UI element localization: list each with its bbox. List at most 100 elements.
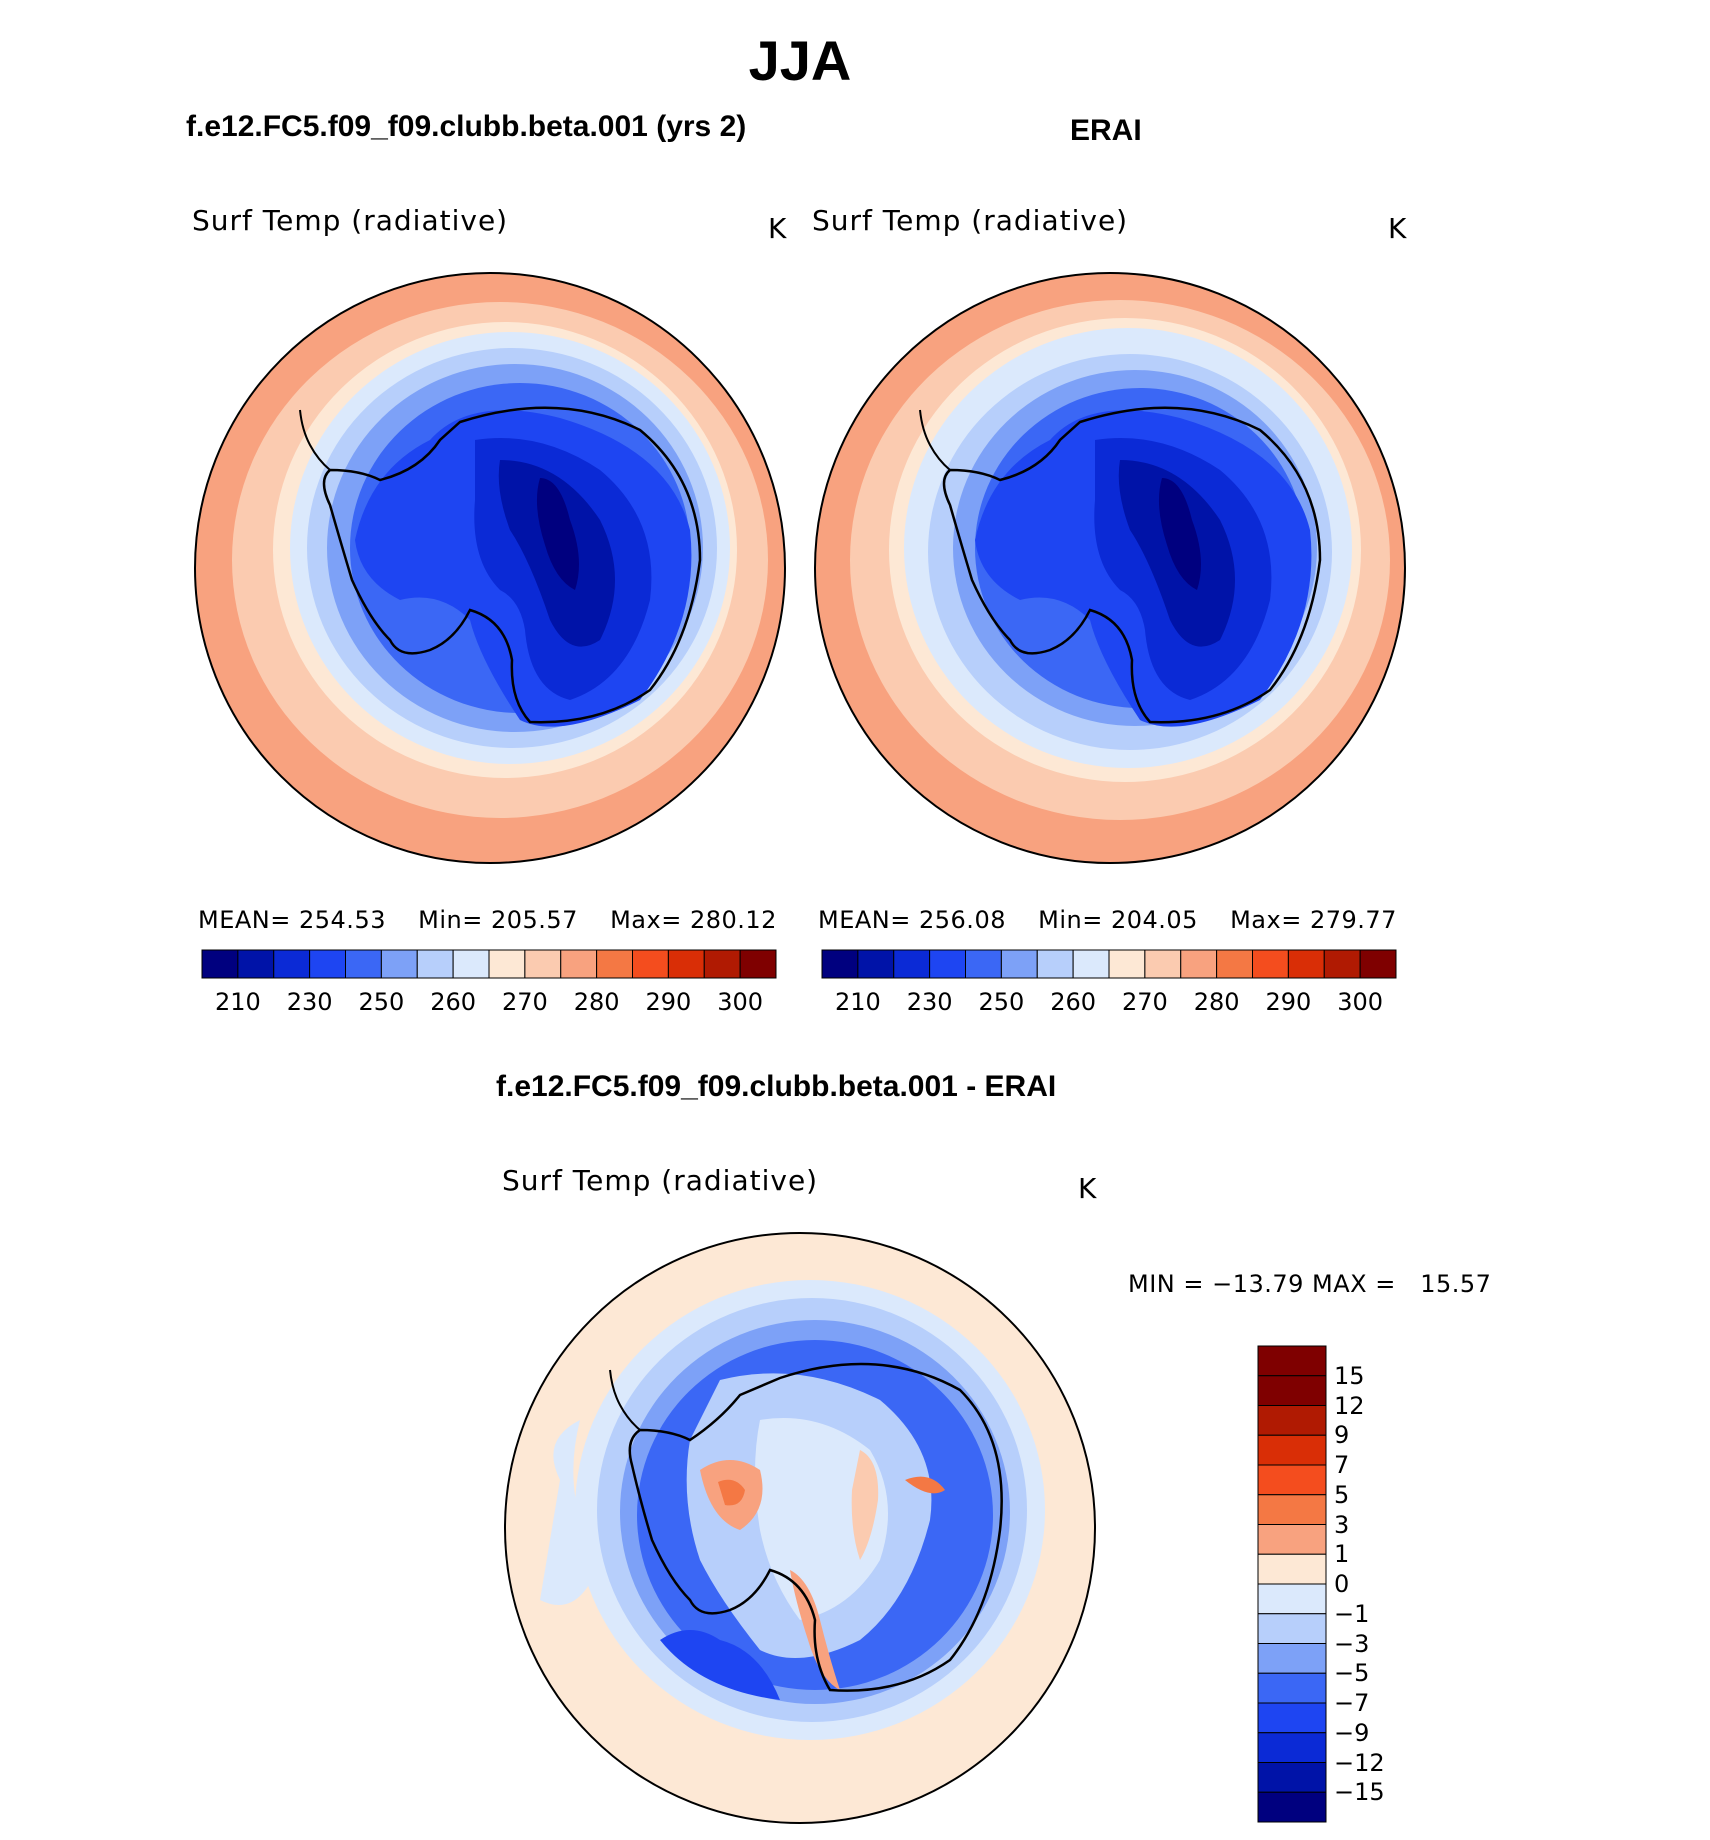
difference-colorbar-swatch xyxy=(1257,1553,1327,1585)
difference-colorbar-swatch xyxy=(1257,1732,1327,1763)
figure-title: JJA xyxy=(748,29,852,92)
panel-2-colorbar-swatch xyxy=(1287,949,1325,979)
panel-2-title: ERAI xyxy=(1070,114,1142,147)
panel-1-min-value: 205.57 xyxy=(490,906,578,934)
panel-1-colorbar-swatch xyxy=(416,949,454,979)
panel-1-title: f.e12.FC5.f09_f09.clubb.beta.001 (yrs 2) xyxy=(186,110,747,143)
panel-2-colorbar-swatch xyxy=(893,949,931,979)
panel-1-colorbar-swatch xyxy=(632,949,669,979)
panel-2-min-label: Min= xyxy=(1038,906,1103,934)
panel-2-colorbar-tick-label: 230 xyxy=(906,988,953,1016)
panel-2-colorbar-swatch xyxy=(1144,949,1182,979)
panel-3-field-negative xyxy=(660,1630,780,1700)
panel-1-colorbar-swatch xyxy=(560,949,598,979)
panel-2-field-minimum xyxy=(1158,478,1201,590)
difference-colorbar-tick-label: 15 xyxy=(1334,1361,1365,1390)
difference-colorbar-tick-label: 5 xyxy=(1334,1480,1350,1509)
panel-3-map xyxy=(505,1233,1095,1823)
difference-colorbar-swatch xyxy=(1257,1672,1327,1704)
panel-3-field-positive-core xyxy=(718,1479,745,1506)
panel-2-stats: MEAN= 256.08 Min= 204.05 Max= 279.77 xyxy=(818,906,1397,934)
difference-colorbar-tick-label: −3 xyxy=(1334,1629,1370,1658)
difference-colorbar-swatch xyxy=(1257,1375,1327,1406)
panel-2-peninsula xyxy=(919,409,951,471)
difference-colorbar-swatch xyxy=(1257,1494,1327,1525)
panel-1-colorbar-swatch xyxy=(273,949,311,979)
panel-2-colorbar-swatch xyxy=(1180,949,1218,979)
panel-1-colorbar-swatch xyxy=(703,949,741,979)
panel-2-map xyxy=(815,273,1405,863)
panel-2-colorbar-tick-label: 210 xyxy=(834,988,881,1016)
panel-1-units-label: K xyxy=(768,212,788,245)
panel-2-mean-label: MEAN= xyxy=(818,906,911,934)
difference-colorbar-tick-label: −5 xyxy=(1334,1659,1370,1688)
panel-2-colorbar-swatch xyxy=(821,949,859,979)
panel-1-colorbar-tick-label: 270 xyxy=(501,988,548,1016)
panel-1-colorbar-swatch xyxy=(739,949,777,979)
panel-3-field-positive xyxy=(851,1450,879,1560)
panel-1-colorbar-tick-label: 300 xyxy=(717,988,764,1016)
difference-colorbar-tick-label: 1 xyxy=(1334,1540,1350,1569)
panel-2-max-value: 279.77 xyxy=(1309,906,1397,934)
panel-2-colorbar-tick-label: 250 xyxy=(978,988,1025,1016)
difference-colorbar-tick-label: −12 xyxy=(1334,1748,1385,1777)
panel-1-field-minimum xyxy=(536,478,579,590)
panel-2-colorbar-swatch xyxy=(965,949,1002,979)
panel-1-colorbar xyxy=(201,949,777,979)
panel-1-colorbar-swatch xyxy=(488,949,526,979)
panel-1-peninsula xyxy=(299,409,331,471)
panel-2-variable-label: Surf Temp (radiative) xyxy=(812,204,1129,237)
difference-colorbar-tick-label: 7 xyxy=(1334,1451,1350,1479)
difference-colorbar-swatch xyxy=(1257,1702,1327,1734)
difference-colorbar-tick-label: 9 xyxy=(1334,1421,1350,1450)
panel-2-colorbar-swatch xyxy=(1216,949,1253,979)
difference-colorbar-tick-label: 12 xyxy=(1334,1391,1365,1420)
difference-colorbar-swatch xyxy=(1257,1791,1327,1823)
difference-colorbar-tick-label: −1 xyxy=(1334,1599,1370,1628)
panel-1-map-border xyxy=(194,272,786,864)
panel-2-colorbar-tick-label: 290 xyxy=(1265,988,1312,1016)
panel-2-min-value: 204.05 xyxy=(1110,906,1198,934)
panel-2-colorbar-swatch xyxy=(1323,949,1361,979)
panel-1-mean-label: MEAN= xyxy=(198,906,291,934)
panel-3-units-label: K xyxy=(1078,1172,1098,1205)
difference-colorbar-swatch xyxy=(1257,1583,1327,1615)
panel-2-coastline xyxy=(942,406,1322,724)
difference-colorbar-swatch xyxy=(1257,1464,1327,1496)
difference-colorbar-swatch xyxy=(1257,1762,1327,1793)
panel-2-mean-value: 256.08 xyxy=(919,906,1006,934)
panel-3-coastline xyxy=(628,1362,1003,1692)
difference-colorbar-tick-label: 0 xyxy=(1334,1570,1350,1598)
panel-1-colorbar-swatch xyxy=(596,949,633,979)
panel-2-colorbar-tick-label: 280 xyxy=(1193,988,1240,1016)
panel-3-field-positive xyxy=(905,1476,945,1494)
difference-colorbar-swatch xyxy=(1257,1524,1327,1555)
panel-1-colorbar-tick-label: 290 xyxy=(645,988,692,1016)
panel-2-colorbar-swatch xyxy=(1036,949,1074,979)
difference-colorbar-tick-label: −9 xyxy=(1334,1718,1370,1747)
panel-1-mean-value: 254.53 xyxy=(299,906,386,934)
panel-2-colorbar-swatch xyxy=(1072,949,1110,979)
panel-3-peninsula xyxy=(609,1369,641,1431)
difference-colorbar-tick-label: 3 xyxy=(1334,1510,1350,1539)
panel-1-colorbar-tick-label: 250 xyxy=(358,988,405,1016)
panel-2-colorbar-swatch xyxy=(1108,949,1146,979)
difference-colorbar xyxy=(1257,1345,1327,1823)
panel-1-coastline xyxy=(322,406,702,724)
panel-1-max-value: 280.12 xyxy=(689,906,777,934)
panel-2-colorbar-swatch xyxy=(929,949,966,979)
panel-2-colorbar-swatch xyxy=(857,949,895,979)
panel-3-title: f.e12.FC5.f09_f09.clubb.beta.001 - ERAI xyxy=(496,1070,1057,1103)
panel-1-colorbar-swatch xyxy=(524,949,562,979)
difference-colorbar-swatch xyxy=(1257,1434,1327,1466)
panel-2-max-label: Max= xyxy=(1230,906,1302,934)
panel-1-max-label: Max= xyxy=(610,906,682,934)
panel-1-colorbar-tick-label: 280 xyxy=(573,988,620,1016)
panel-1-colorbar-swatch xyxy=(667,949,705,979)
panel-1-colorbar-tick-label: 210 xyxy=(214,988,261,1016)
panel-1-colorbar-swatch xyxy=(380,949,418,979)
panel-1-map xyxy=(195,273,785,863)
panel-2-colorbar-swatch xyxy=(1252,949,1289,979)
panel-2-colorbar-swatch xyxy=(1000,949,1038,979)
